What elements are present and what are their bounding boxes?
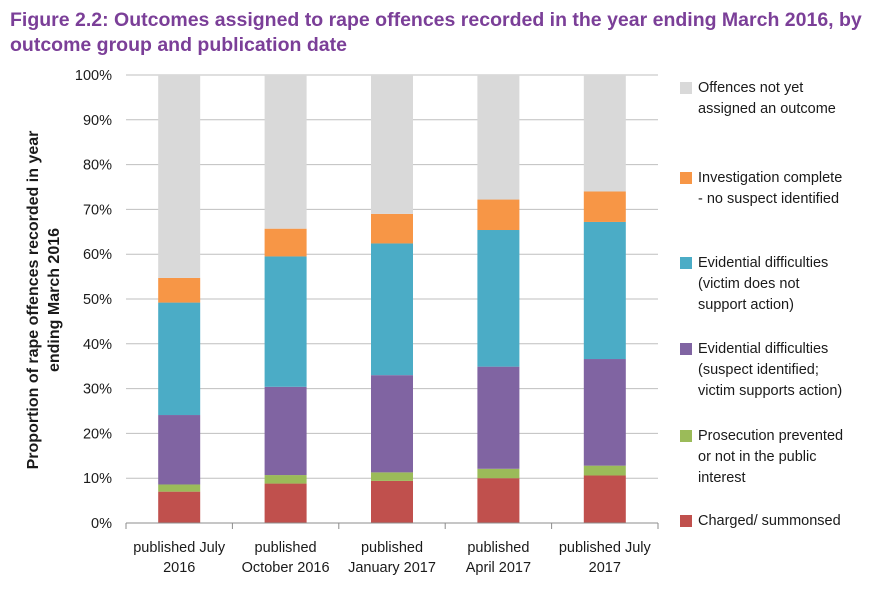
legend-label: Investigation complete - no suspect iden… (698, 170, 843, 207)
bar-segment (371, 480, 413, 523)
bar-segment (158, 484, 201, 492)
legend-swatch (680, 172, 692, 184)
bar-segment (583, 191, 626, 222)
bar-segment (158, 75, 201, 278)
y-tick-label: 10% (83, 471, 112, 487)
x-tick-label: published July 2017 (559, 540, 652, 576)
legend-swatch (680, 343, 692, 355)
y-axis-label: Proportion of rape offences recorded in … (25, 131, 63, 470)
bar-segment (583, 465, 626, 476)
bar-segment (477, 366, 520, 469)
legend-label: Charged/ summonsed (698, 513, 841, 529)
bar-segment (583, 359, 626, 466)
x-tick-label: published April 2017 (466, 540, 531, 576)
x-tick-label: published July 2016 (133, 540, 226, 576)
y-tick-label: 30% (83, 382, 112, 398)
legend-item-prosecution-prevented: Prosecution prevented or not in the publ… (680, 426, 870, 489)
bar-segment (477, 478, 520, 523)
bar-segment (371, 243, 413, 376)
y-tick-label: 60% (83, 247, 112, 263)
bar-segment (158, 302, 201, 416)
y-tick-label: 100% (75, 68, 112, 84)
legend-item-charged: Charged/ summonsed (680, 511, 870, 532)
legend-item-not-assigned: Offences not yet assigned an outcome (680, 78, 870, 120)
y-tick-label: 40% (83, 337, 112, 353)
chart-title-line-1: Figure 2.2: Outcomes assigned to rape of… (10, 9, 862, 31)
legend-label: Prosecution prevented or not in the publ… (698, 428, 844, 486)
y-tick-label: 0% (91, 516, 112, 532)
y-tick-label: 90% (83, 113, 112, 129)
y-tick-label: 70% (83, 202, 112, 218)
legend-item-no-suspect: Investigation complete - no suspect iden… (680, 168, 870, 210)
legend-label: Evidential difficulties (victim does not… (698, 255, 829, 313)
legend-item-victim-no-support: Evidential difficulties (victim does not… (680, 253, 870, 316)
bar-segment (264, 228, 307, 257)
legend-swatch (680, 257, 692, 269)
bar-segment (371, 75, 413, 214)
bar-segment (583, 221, 626, 360)
bar-segment (264, 475, 307, 484)
bar-segment (264, 386, 307, 476)
y-tick-label: 50% (83, 292, 112, 308)
bar-segment (477, 75, 520, 200)
chart-title: Figure 2.2: Outcomes assigned to rape of… (10, 8, 870, 58)
legend-swatch (680, 430, 692, 442)
bar-segment (158, 415, 201, 485)
bar-segment (264, 483, 307, 523)
legend-item-suspect-identified: Evidential difficulties (suspect identif… (680, 339, 870, 402)
bar-segment (371, 213, 413, 244)
bar-segment (371, 375, 413, 473)
x-tick-label: published October 2016 (242, 540, 330, 576)
bar-segment (158, 277, 201, 303)
bar-segment (371, 472, 413, 481)
bar-segment (477, 468, 520, 479)
chart-title-line-2: outcome group and publication date (10, 34, 347, 56)
y-tick-label: 20% (83, 426, 112, 442)
bar-segment (264, 75, 307, 229)
bar-segment (477, 199, 520, 231)
y-tick-label: 80% (83, 158, 112, 174)
bar-segment (477, 230, 520, 367)
legend-swatch (680, 515, 692, 527)
bar-segment (264, 256, 307, 387)
legend-label: Evidential difficulties (suspect identif… (698, 341, 843, 399)
legend-label: Offences not yet assigned an outcome (698, 80, 836, 117)
bar-segment (583, 475, 626, 523)
bar-segment (158, 491, 201, 523)
bar-segment (583, 75, 626, 192)
legend-swatch (680, 82, 692, 94)
x-tick-label: published January 2017 (348, 540, 436, 576)
